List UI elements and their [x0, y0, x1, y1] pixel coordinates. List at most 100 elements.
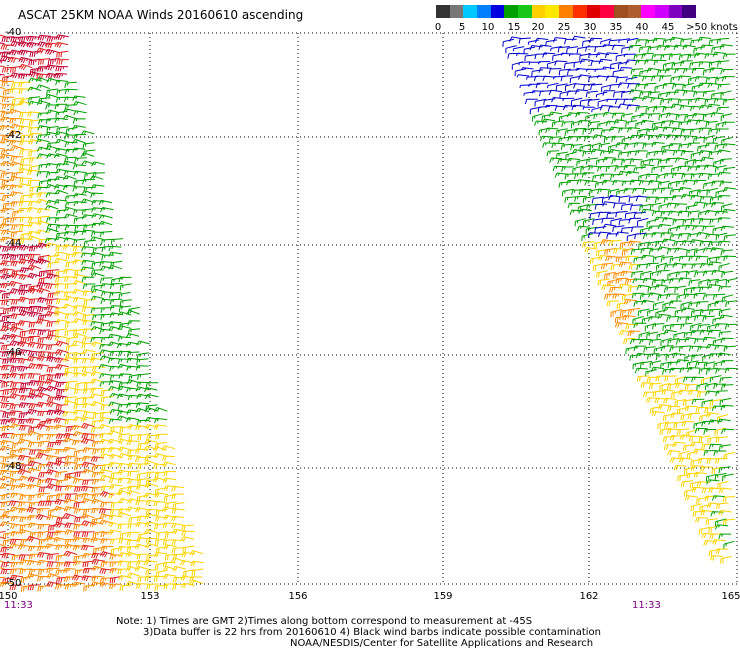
wind-barb [625, 120, 638, 128]
wind-barb [621, 158, 633, 166]
wind-barb [640, 382, 654, 388]
wind-barb [634, 150, 648, 156]
wind-barb [674, 157, 689, 163]
wind-barb [100, 485, 114, 491]
wind-barb [53, 536, 68, 543]
wind-barb [108, 251, 122, 257]
wind-barb [74, 381, 87, 389]
wind-barb [620, 270, 634, 277]
wind-barb [82, 479, 95, 486]
wind-barb [640, 247, 654, 254]
wind-barb [191, 568, 204, 576]
wind-barb [80, 513, 95, 520]
wind-barb [18, 529, 32, 535]
wind-barb [100, 265, 114, 271]
wind-barb [638, 331, 650, 340]
wind-barb [127, 454, 141, 461]
wind-barb [82, 537, 96, 543]
wind-barb [621, 247, 634, 256]
wind-barb [28, 245, 42, 252]
wind-barb [703, 429, 717, 435]
wind-barb [127, 320, 141, 326]
wind-barb [10, 515, 24, 522]
wind-barb [63, 170, 77, 176]
wind-barb [591, 196, 605, 204]
legend-swatch [682, 5, 697, 18]
wind-barb [17, 468, 32, 476]
wind-barb [9, 175, 24, 182]
wind-barb [582, 218, 595, 227]
wind-barb [712, 539, 726, 545]
legend-swatch [490, 5, 505, 18]
wind-barb [10, 260, 24, 267]
wind-barb [54, 357, 69, 364]
wind-barb [10, 72, 24, 79]
wind-barb [28, 96, 41, 103]
wind-barb [19, 523, 32, 531]
wind-barb [73, 409, 87, 416]
wind-barb [72, 125, 86, 131]
wind-barb [1, 80, 14, 87]
wind-barb [117, 446, 132, 453]
wind-barb [670, 75, 683, 83]
wind-barb [573, 128, 587, 134]
wind-barb [9, 404, 23, 410]
wind-barb [2, 531, 15, 540]
wind-barb [651, 75, 664, 82]
wind-barb [719, 397, 732, 406]
wind-barb [565, 151, 577, 160]
wind-barb [45, 72, 60, 79]
wind-barb [63, 475, 78, 481]
wind-barb [136, 553, 150, 560]
wind-barb [36, 186, 50, 193]
wind-barb [662, 82, 676, 89]
wind-barb [2, 455, 15, 463]
wind-barb [691, 67, 705, 74]
note-line-2: 3)Data buffer is 22 hrs from 20160610 4)… [143, 627, 601, 638]
wind-barb [709, 218, 722, 225]
wind-barb [108, 264, 123, 270]
wind-barb [702, 112, 715, 120]
wind-barb [18, 418, 32, 425]
wind-barb [62, 446, 77, 453]
wind-barb [74, 486, 87, 492]
wind-barb [55, 485, 69, 492]
wind-barb [38, 373, 51, 382]
wind-barb [35, 138, 50, 144]
wind-barb [599, 105, 613, 111]
wind-barb [660, 211, 674, 217]
wind-barb [618, 329, 633, 336]
wind-barb [0, 290, 6, 294]
wind-barb [706, 187, 719, 196]
wind-barb [46, 567, 60, 574]
wind-barb [579, 53, 591, 61]
wind-barb [98, 416, 113, 423]
wind-barb [99, 373, 113, 379]
wind-barb [555, 83, 568, 91]
wind-barb [83, 239, 96, 247]
wind-barb [570, 97, 583, 106]
wind-barb [661, 149, 675, 155]
wind-barb [678, 457, 693, 463]
wind-barb [0, 581, 14, 588]
wind-barb [687, 210, 700, 218]
wind-barb [64, 522, 78, 529]
wind-barb [179, 559, 194, 566]
legend-label: 45 [661, 22, 675, 33]
wind-barb [660, 120, 674, 127]
wind-barb [717, 418, 731, 424]
wind-barb [719, 44, 733, 50]
wind-barb [0, 562, 14, 568]
wind-barb [663, 264, 677, 270]
wind-barb [62, 114, 77, 120]
wind-barb [713, 383, 726, 390]
wind-barb [562, 188, 574, 197]
legend-swatch [545, 5, 560, 18]
wind-barb [705, 518, 718, 525]
wind-barb [670, 412, 684, 419]
wind-barb [718, 510, 732, 516]
wind-barb [694, 97, 709, 103]
wind-barb [46, 126, 59, 133]
wind-barb [600, 129, 614, 136]
wind-barb [700, 444, 714, 450]
